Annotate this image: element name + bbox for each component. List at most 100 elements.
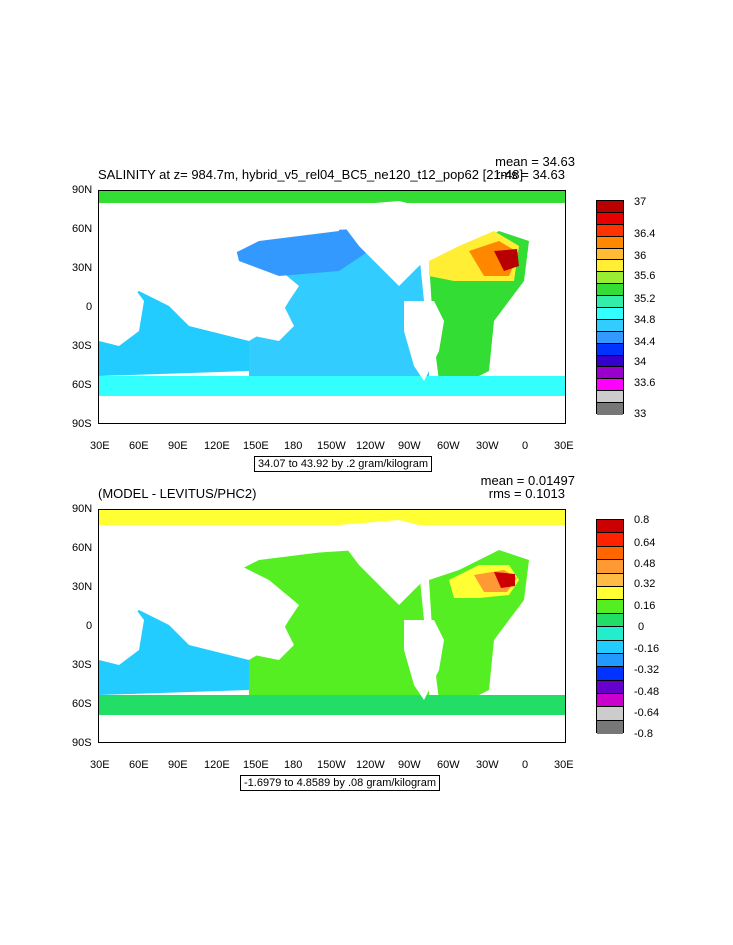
africa (99, 590, 144, 665)
colorbar-swatch (597, 284, 623, 297)
colorbar-swatch (597, 212, 623, 225)
panel1-lat-label: 60S (72, 379, 92, 391)
panel2-lon-label: 120E (204, 759, 230, 771)
panel1-mean: mean = 34.63 (495, 154, 575, 169)
panel1-colorbar (596, 200, 624, 416)
colorbar-swatch (597, 667, 623, 681)
colorbar-swatch (597, 355, 623, 368)
panel1-range-label: 34.07 to 43.92 by .2 gram/kilogram (254, 456, 432, 472)
panel1-lon-label: 90W (398, 440, 421, 452)
colorbar-swatch (597, 707, 623, 721)
panel1-lon-label: 180 (284, 440, 303, 452)
colorbar-swatch (597, 720, 623, 735)
pacific-ocean (217, 226, 429, 381)
colorbar-swatch (597, 379, 623, 392)
colorbar-swatch (597, 653, 623, 668)
eurasia (99, 525, 339, 600)
panel2-lon-label: 120W (356, 759, 385, 771)
colorbar-swatch (597, 520, 623, 534)
panel1-lon-label: 30E (90, 440, 110, 452)
south-america (404, 301, 444, 381)
antarctica (99, 715, 565, 742)
north-america (339, 520, 439, 605)
panel1-rms: rms = 34.63 (495, 167, 565, 182)
pacific-ocean (217, 545, 429, 700)
panel1-lon-label: 120W (356, 440, 385, 452)
colorbar-swatch (597, 331, 623, 344)
colorbar-swatch (597, 367, 623, 380)
colorbar-swatch (597, 560, 623, 574)
panel1-lat-label: 60N (72, 223, 93, 235)
panel2-lat-label: 30N (72, 581, 93, 593)
colorbar-swatch (597, 680, 623, 695)
panel1-colorbar-label: 33.6 (634, 377, 656, 389)
panel2-lon-label: 150E (243, 759, 269, 771)
panel2-lon-label: 30E (554, 759, 574, 771)
panel1-colorbar-label: 34.4 (634, 336, 656, 348)
panel1-lat-label: 90S (72, 418, 92, 430)
panel1-title: SALINITY at z= 984.7m, hybrid_v5_rel04_B… (98, 167, 524, 182)
panel1-colorbar-label: 34 (634, 356, 647, 368)
panel2-range-label: -1.6979 to 4.8589 by .08 gram/kilogram (240, 775, 441, 791)
panel1-colorbar-label: 35.6 (634, 270, 656, 282)
panel2-colorbar-label: 0.48 (634, 558, 656, 570)
colorbar-swatch (597, 586, 623, 601)
north-america (339, 201, 439, 286)
panel2-colorbar-label: 0.16 (634, 600, 656, 612)
colorbar-swatch (597, 260, 623, 273)
colorbar-swatch (597, 236, 623, 249)
eurasia (99, 206, 339, 281)
colorbar-swatch (597, 573, 623, 587)
panel1-lat-label: 30N (72, 262, 93, 274)
panel2-colorbar (596, 519, 624, 735)
panel2-rms: rms = 0.1013 (488, 486, 565, 501)
panel2-map (98, 509, 566, 743)
panel1-lon-label: 60E (129, 440, 149, 452)
panel1-lon-label: 90E (168, 440, 188, 452)
panel2-lon-label: 90W (398, 759, 421, 771)
panel2-colorbar-label: 0 (638, 621, 645, 633)
panel1-lon-label: 30E (554, 440, 574, 452)
panel2-mean: mean = 0.01497 (480, 473, 575, 488)
panel2-colorbar-label: 0.8 (634, 514, 650, 526)
southern-ocean (99, 695, 565, 715)
southern-ocean (99, 376, 565, 396)
colorbar-swatch (597, 296, 623, 309)
panel2-lat-label: 0 (86, 620, 93, 632)
med-anomaly-hot (494, 572, 515, 588)
panel2-lon-label: 60W (437, 759, 460, 771)
colorbar-swatch (597, 201, 623, 213)
panel2-lon-label: 180 (284, 759, 303, 771)
antarctica (99, 396, 565, 423)
panel2-colorbar-label: -0.32 (634, 664, 660, 676)
panel1-lat-label: 0 (86, 301, 93, 313)
panel1-lon-label: 0 (522, 440, 529, 452)
panel2-lat-label: 90S (72, 737, 92, 749)
panel2-lon-label: 30W (476, 759, 499, 771)
panel2-lon-label: 150W (317, 759, 346, 771)
panel1-lon-label: 120E (204, 440, 230, 452)
panel1-colorbar-label: 37 (634, 196, 647, 208)
panel2-lon-label: 30E (90, 759, 110, 771)
colorbar-swatch (597, 640, 623, 654)
panel1-map (98, 190, 566, 424)
panel2-lat-label: 30S (72, 659, 92, 671)
panel1-lon-label: 30W (476, 440, 499, 452)
panel1-colorbar-label: 35.2 (634, 293, 656, 305)
colorbar-swatch (597, 248, 623, 261)
south-america (404, 620, 444, 700)
panel2-lat-label: 60S (72, 698, 92, 710)
panel1-lon-label: 60W (437, 440, 460, 452)
colorbar-swatch (597, 391, 623, 404)
colorbar-swatch (597, 272, 623, 285)
panel2-colorbar-label: -0.8 (634, 728, 653, 740)
panel2-lon-label: 60E (129, 759, 149, 771)
panel1-lat-label: 30S (72, 340, 92, 352)
australia (249, 306, 294, 341)
panel2-title: (MODEL - LEVITUS/PHC2) (98, 486, 257, 501)
colorbar-swatch (597, 308, 623, 320)
panel1-colorbar-label: 36.4 (634, 228, 656, 240)
panel2-colorbar-label: -0.48 (634, 686, 660, 698)
colorbar-swatch (597, 627, 623, 641)
colorbar-swatch (597, 600, 623, 614)
